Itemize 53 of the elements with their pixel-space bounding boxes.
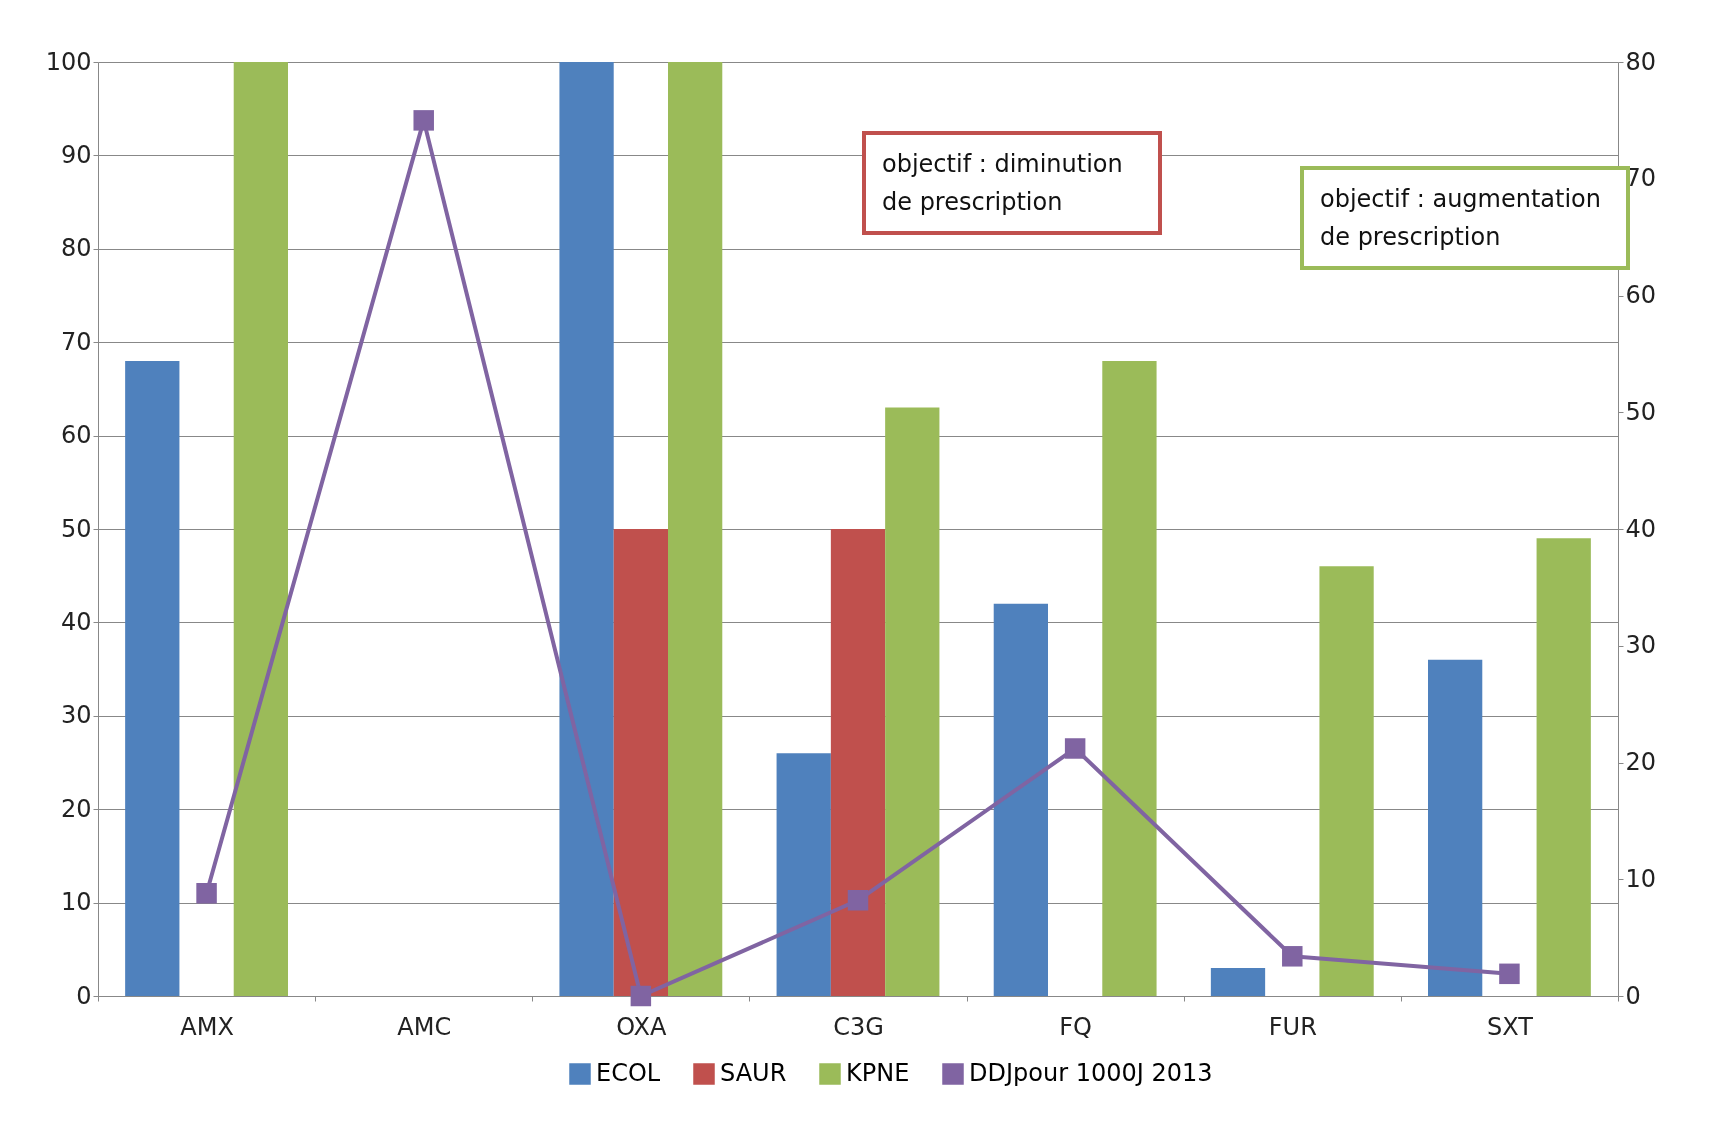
legend-label: KPNE: [846, 1059, 910, 1087]
point: [847, 890, 869, 911]
point: [413, 110, 434, 131]
y-tick-label: 100: [45, 47, 92, 76]
bar: [1428, 659, 1483, 996]
y-tick-label: 50: [60, 514, 92, 543]
bar: [125, 360, 180, 996]
legend-label: DDJpour 1000J 2013: [969, 1059, 1213, 1087]
legend-label: ECOL: [596, 1059, 661, 1087]
point: [1499, 963, 1520, 985]
legend-label: SAUR: [720, 1059, 787, 1087]
note-box: objectif : diminution de prescription: [862, 131, 1162, 235]
y2-tick-label: 10: [1625, 864, 1657, 893]
bar: [1319, 566, 1374, 996]
x-tick-label: SXT: [1486, 1012, 1534, 1041]
point: [630, 985, 652, 1007]
y2-tick-label: 20: [1625, 748, 1657, 776]
bar: [1102, 360, 1157, 996]
bar: [885, 407, 940, 996]
bar: [559, 62, 614, 996]
bar: [668, 62, 723, 996]
note-box: objectif : augmentation de prescription: [1300, 166, 1630, 270]
bar: [1210, 967, 1266, 996]
x-tick-label: AMC: [397, 1012, 452, 1041]
y-tick-label: 40: [60, 607, 92, 636]
y2-tick-label: 80: [1625, 47, 1657, 76]
x-tick-label: FUR: [1268, 1012, 1317, 1041]
x-tick-label: AMX: [180, 1012, 234, 1041]
point: [1064, 738, 1086, 759]
y2-tick-label: 60: [1625, 281, 1657, 309]
bar: [830, 529, 886, 996]
y-tick-label: 20: [60, 794, 92, 823]
y-tick-label: 90: [60, 140, 92, 169]
y2-tick-label: 30: [1625, 631, 1657, 660]
y-tick-label: 70: [60, 327, 92, 356]
y-tick-label: 80: [60, 234, 92, 263]
bar: [233, 62, 288, 996]
bar: [993, 603, 1048, 996]
y-tick-label: 30: [60, 701, 92, 730]
bar: [776, 753, 831, 996]
point: [196, 883, 217, 904]
y2-tick-label: 40: [1625, 514, 1657, 543]
y2-tick-label: 50: [1625, 397, 1657, 426]
y2-tick-label: 0: [1625, 981, 1641, 1010]
y-tick-label: 60: [60, 421, 92, 450]
x-tick-label: C3G: [833, 1012, 884, 1041]
bar: [613, 529, 668, 996]
x-tick-label: FQ: [1059, 1012, 1092, 1041]
y-tick-label: 10: [60, 888, 92, 917]
bar: [1536, 538, 1591, 996]
y-tick-label: 0: [76, 981, 92, 1010]
x-tick-label: OXA: [616, 1012, 668, 1041]
point: [1282, 946, 1303, 967]
